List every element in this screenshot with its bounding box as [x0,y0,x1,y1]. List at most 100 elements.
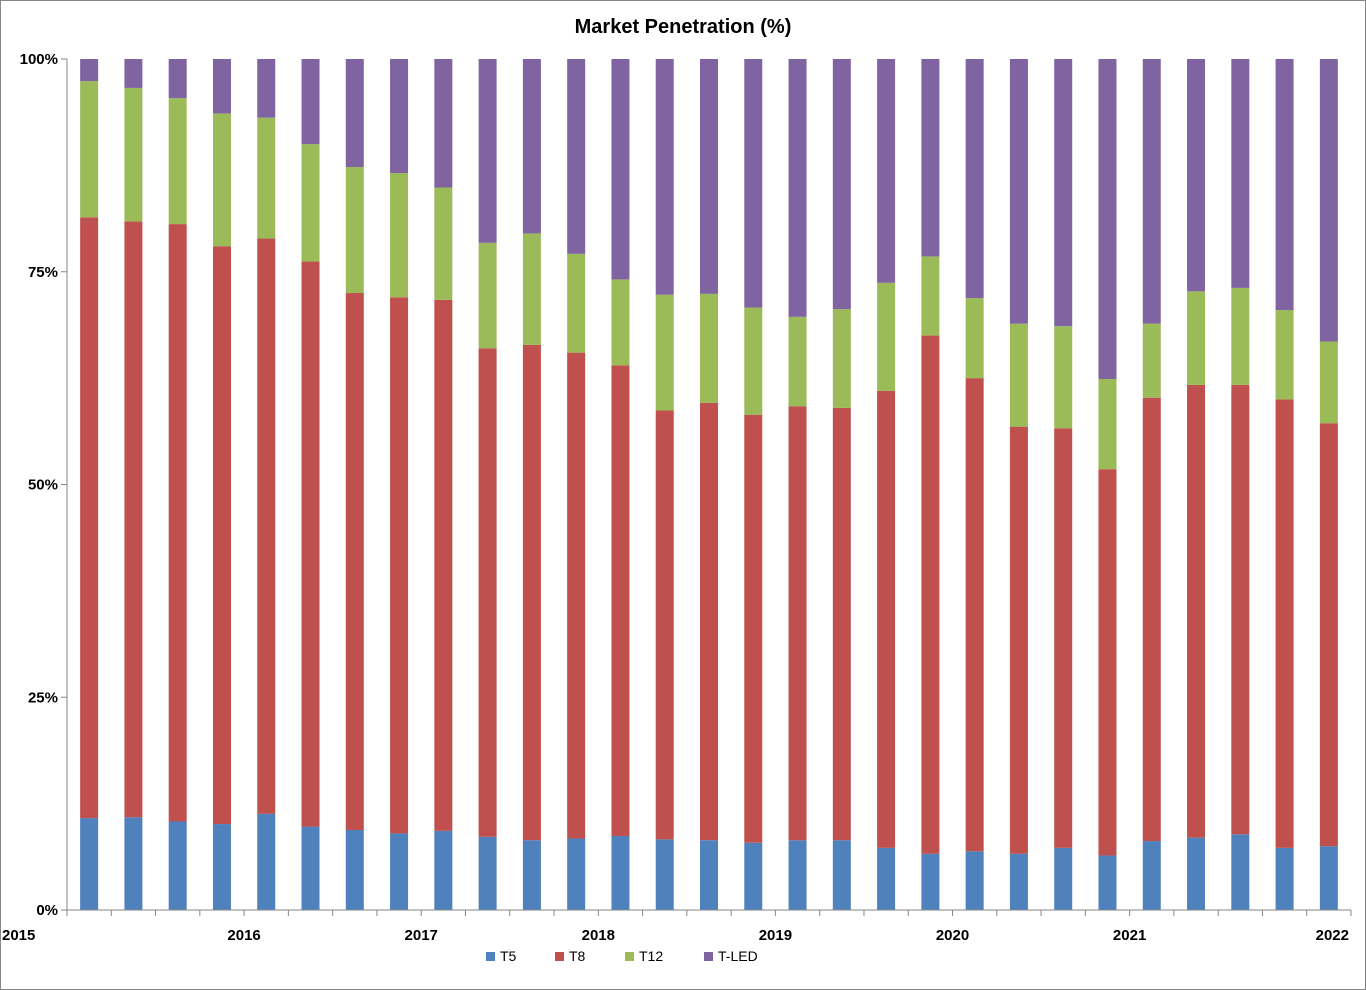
bar-segment-t12 [345,167,364,294]
bar-segment-t8 [1231,384,1250,835]
bar-segment-t-led [1054,59,1073,327]
bar-segment-t-led [788,59,807,317]
bar-segment-t-led [744,59,763,308]
axes: 0% 25% 50% 75% 100% 2015 2016 2017 2018 2019 2020 2… [2,51,1352,944]
bar-segment-t5 [1098,855,1117,910]
bar-segment-t12 [1009,323,1028,427]
bar-segment-t8 [921,335,940,854]
bar-segment-t5 [655,839,674,910]
bar-segment-t12 [301,144,320,262]
bar-segment-t8 [1054,428,1073,848]
bar-segment-t8 [877,390,896,848]
bar-segment-t5 [257,813,276,910]
legend: T5 T8 T12 T-LED [486,948,758,964]
bar-segment-t12 [257,117,276,239]
legend-swatch-t5 [486,952,495,961]
bar-segment-t-led [1142,59,1161,324]
bar-segment-t12 [921,256,940,336]
bar-segment-t8 [1098,469,1117,856]
legend-label-t12: T12 [639,948,663,964]
bar-segment-t8 [212,246,231,825]
bar-segment-t-led [257,59,276,118]
bar-segment-t12 [1054,326,1073,429]
bar-segment-t12 [655,294,674,411]
bar-segment-t5 [611,835,630,910]
bar-segment-t-led [1009,59,1028,324]
x-tick-label: 2019 [759,927,792,944]
bar-segment-t5 [522,840,541,910]
bar-segment-t8 [434,299,453,831]
bar-segment-t5 [921,853,940,910]
bar-segment-t-led [1275,59,1294,311]
bar-segment-t12 [390,173,409,298]
bar-segment-t12 [80,81,99,218]
bar-segment-t-led [390,59,409,174]
bar-segment-t-led [168,59,187,99]
bar-segment-t5 [434,830,453,910]
x-tick-label: 2022 [1316,927,1349,944]
x-tick-label: 2021 [1113,927,1146,944]
bar-segment-t-led [1187,59,1206,292]
bar-segment-t5 [1187,837,1206,910]
bar-segment-t12 [124,87,143,222]
bar-segment-t8 [788,406,807,841]
bar-segment-t5 [390,833,409,910]
legend-swatch-t12 [625,952,634,961]
bar-segment-t8 [611,365,630,836]
chart-title: Market Penetration (%) [575,16,792,38]
bar-segment-t12 [832,309,851,408]
bar-segment-t12 [1187,291,1206,385]
bar-segment-t5 [478,836,497,910]
bar-segment-t5 [1009,853,1028,910]
x-tick-label: 2015 [2,927,35,944]
y-tick-label: 100% [20,51,58,68]
bar-segment-t5 [567,838,586,910]
plot-area [80,59,1338,910]
bar-segment-t-led [345,59,364,168]
bar-segment-t12 [478,242,497,349]
bar-segment-t-led [1319,59,1338,342]
legend-label-t-led: T-LED [718,948,758,964]
bar-segment-t5 [1142,841,1161,910]
bar-segment-t-led [124,59,143,88]
bar-segment-t-led [1231,59,1250,288]
bar-segment-t12 [1319,341,1338,424]
y-tick-label: 25% [28,689,58,706]
bar-segment-t-led [434,59,453,188]
x-tick-label: 2017 [405,927,438,944]
bar-segment-t8 [124,221,143,818]
bar-segment-t8 [390,297,409,834]
bar-segment-t5 [80,818,99,910]
bar-segment-t8 [832,407,851,841]
bar-segment-t8 [1319,423,1338,847]
y-tick-label: 75% [28,264,58,281]
bar-segment-t12 [788,316,807,407]
bar-segment-t-led [522,59,541,234]
bar-segment-t-led [478,59,497,243]
bar-segment-t12 [877,282,896,391]
bar-segment-t5 [1231,834,1250,910]
bar-segment-t8 [1009,426,1028,854]
bar-segment-t5 [1319,846,1338,910]
bar-segment-t5 [744,842,763,910]
bar-segment-t12 [1231,287,1250,385]
bar-segment-t-led [700,59,718,294]
bar-segment-t5 [788,840,807,910]
bar-segment-t12 [744,307,763,415]
bar-segment-t12 [212,113,231,247]
bar-segment-t-led [212,59,231,114]
bar-segment-t8 [168,224,187,822]
bar-segment-t8 [700,402,718,841]
bar-segment-t-led [832,59,851,310]
bar-segment-t-led [965,59,984,299]
x-tick-label: 2018 [582,927,615,944]
bar-segment-t8 [744,414,763,843]
bar-segment-t8 [655,410,674,840]
bar-segment-t8 [522,344,541,841]
bar-segment-t5 [965,851,984,910]
bar-segment-t5 [301,826,320,910]
y-tick-label: 0% [36,902,58,919]
bar-segment-t8 [301,261,320,827]
bar-segment-t12 [700,293,718,403]
